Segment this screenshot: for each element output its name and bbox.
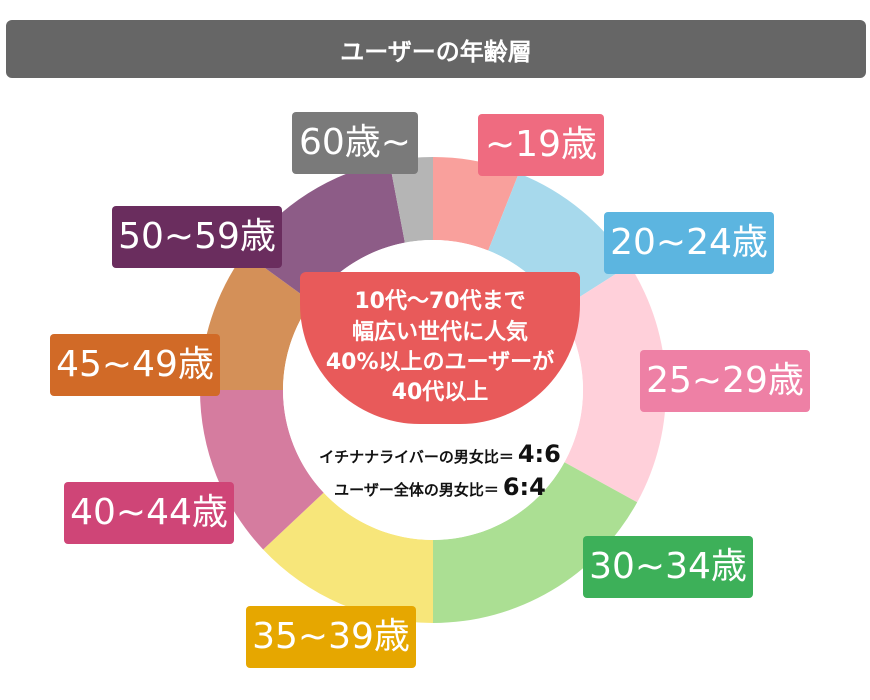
header-title: ユーザーの年齢層 xyxy=(340,37,532,66)
label-30-34: 30~34歳 xyxy=(583,536,753,598)
label-35-39: 35~39歳 xyxy=(246,606,416,668)
ratio-liver: イチナナライバーの男女比＝ 4:6 xyxy=(290,440,590,468)
donut-slice-7 xyxy=(244,161,405,302)
center-line-4: 40代以上 xyxy=(391,380,489,406)
donut-slice-2 xyxy=(559,265,666,503)
label-under-19: ~19歳 xyxy=(478,114,604,176)
donut-slice-1 xyxy=(488,173,630,310)
donut-slice-8 xyxy=(389,157,433,243)
donut-slice-6 xyxy=(200,253,312,390)
label-50-59: 50~59歳 xyxy=(112,206,282,268)
donut-slice-5 xyxy=(200,390,324,550)
label-25-29: 25~29歳 xyxy=(640,350,810,412)
donut-slice-0 xyxy=(433,157,519,251)
label-45-49: 45~49歳 xyxy=(50,334,220,396)
center-line-2: 幅広い世代に人気 xyxy=(351,319,528,345)
label-40-44: 40~44歳 xyxy=(64,482,234,544)
ratio-liver-value: 4:6 xyxy=(517,440,561,468)
donut-slice-3 xyxy=(433,462,638,623)
center-summary: 10代〜70代まで 幅広い世代に人気 40%以上のユーザーが 40代以上 xyxy=(300,272,580,424)
label-20-24: 20~24歳 xyxy=(604,212,774,274)
ratio-all-label: ユーザー全体の男女比＝ xyxy=(334,481,499,499)
center-line-1: 10代〜70代まで xyxy=(354,289,526,315)
ratio-liver-label: イチナナライバーの男女比＝ xyxy=(319,448,514,466)
label-60-over: 60歳~ xyxy=(292,112,418,174)
center-line-3: 40%以上のユーザーが xyxy=(325,350,555,375)
donut-slice-4 xyxy=(263,492,433,623)
ratio-all-value: 6:4 xyxy=(502,473,546,501)
header-bar: ユーザーの年齢層 xyxy=(6,20,866,78)
ratio-all: ユーザー全体の男女比＝ 6:4 xyxy=(290,473,590,501)
